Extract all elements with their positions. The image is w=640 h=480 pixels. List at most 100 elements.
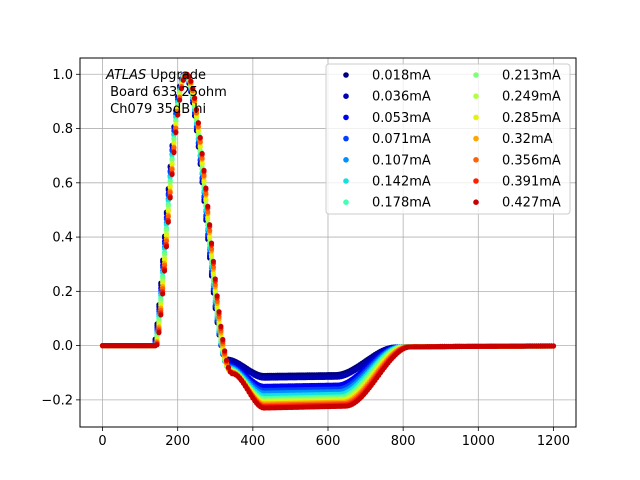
data-point bbox=[163, 233, 170, 239]
x-tick-label: 800 bbox=[391, 434, 416, 449]
data-point bbox=[550, 343, 557, 349]
data-point bbox=[197, 134, 203, 141]
data-point bbox=[223, 357, 230, 363]
data-point bbox=[178, 85, 185, 92]
x-tick-label: 1200 bbox=[537, 434, 570, 449]
data-point bbox=[188, 78, 194, 84]
data-point bbox=[222, 348, 228, 354]
data-point bbox=[212, 276, 218, 282]
legend-label: 0.142mA bbox=[372, 175, 431, 190]
legend: 0.018mA 0.036mA 0.053mA 0.071mA 0.107mA 0.142… bbox=[325, 63, 571, 215]
axis-ticks: 0 200 400 600 800 1000 1200 −0.2 0.0 0.2 0.4 0.6 0.8… bbox=[41, 68, 570, 449]
data-point bbox=[169, 171, 175, 178]
legend-marker bbox=[343, 199, 349, 205]
data-point bbox=[169, 166, 175, 173]
y-tick-label: 0.0 bbox=[52, 339, 73, 354]
data-point bbox=[201, 167, 207, 173]
data-point bbox=[203, 185, 209, 191]
data-point bbox=[167, 179, 173, 185]
data-point bbox=[173, 129, 179, 136]
data-point bbox=[161, 268, 168, 274]
data-point bbox=[163, 238, 170, 244]
legend-label: 0.036mA bbox=[372, 90, 431, 105]
data-point bbox=[167, 184, 173, 190]
data-point bbox=[165, 203, 171, 209]
legend-marker bbox=[473, 199, 479, 205]
legend-marker bbox=[473, 135, 479, 142]
data-point bbox=[214, 293, 220, 299]
data-point bbox=[210, 264, 216, 270]
y-tick-label: 0.2 bbox=[52, 285, 73, 300]
legend-marker bbox=[343, 93, 349, 99]
data-point bbox=[225, 364, 232, 370]
data-point bbox=[205, 209, 211, 215]
data-point bbox=[216, 309, 222, 315]
data-point bbox=[201, 172, 207, 178]
legend-label: 0.053mA bbox=[372, 111, 431, 126]
x-tick-label: 1000 bbox=[462, 434, 495, 449]
data-point bbox=[208, 240, 215, 246]
legend-marker bbox=[343, 157, 349, 163]
legend-marker bbox=[473, 157, 479, 163]
data-point bbox=[190, 85, 196, 92]
data-point bbox=[160, 291, 166, 297]
legend-label: 0.071mA bbox=[372, 132, 431, 147]
data-point bbox=[167, 195, 173, 201]
data-point bbox=[199, 150, 205, 157]
y-tick-label: 1.0 bbox=[52, 68, 73, 83]
legend-box bbox=[325, 63, 571, 215]
legend-label: 0.427mA bbox=[502, 196, 561, 211]
data-point bbox=[220, 336, 226, 343]
annotation-upgrade: Upgrade bbox=[146, 68, 206, 83]
data-point bbox=[203, 196, 209, 202]
legend-marker bbox=[473, 114, 479, 121]
data-point bbox=[171, 149, 177, 156]
data-point bbox=[175, 112, 181, 118]
legend-marker bbox=[343, 72, 349, 78]
legend-label: 0.178mA bbox=[372, 196, 431, 211]
annotation-atlas: ATLAS bbox=[105, 68, 146, 83]
legend-marker bbox=[343, 114, 349, 121]
data-point bbox=[208, 246, 215, 252]
data-points bbox=[99, 71, 557, 411]
data-point bbox=[165, 208, 171, 214]
y-tick-label: −0.2 bbox=[41, 393, 73, 408]
data-point bbox=[193, 106, 200, 113]
data-point bbox=[158, 312, 164, 318]
legend-label: 0.32mA bbox=[502, 132, 553, 147]
legend-label: 0.356mA bbox=[502, 153, 561, 168]
data-point bbox=[207, 233, 213, 239]
data-point bbox=[210, 258, 216, 264]
annotation-line-3: Ch079 35dB hi bbox=[106, 102, 206, 117]
data-point bbox=[186, 73, 192, 79]
legend-marker bbox=[343, 178, 349, 184]
data-point bbox=[192, 95, 198, 101]
data-point bbox=[218, 323, 224, 329]
data-point bbox=[205, 214, 211, 221]
x-tick-label: 200 bbox=[165, 434, 190, 449]
annotation-line-2: Board 633 25ohm bbox=[106, 85, 227, 100]
data-point bbox=[156, 330, 162, 336]
data-point bbox=[210, 270, 216, 276]
x-tick-label: 0 bbox=[98, 434, 106, 449]
legend-label: 0.213mA bbox=[502, 69, 561, 84]
data-point bbox=[208, 252, 215, 258]
legend-marker bbox=[473, 93, 479, 99]
legend-marker bbox=[473, 178, 479, 184]
data-point bbox=[207, 222, 213, 228]
data-point bbox=[207, 227, 213, 234]
data-point bbox=[167, 189, 173, 196]
data-point bbox=[203, 190, 209, 197]
y-tick-label: 0.4 bbox=[52, 231, 73, 246]
legend-label: 0.018mA bbox=[372, 69, 431, 84]
data-point bbox=[163, 244, 170, 250]
data-point bbox=[165, 214, 171, 220]
legend-label: 0.107mA bbox=[372, 153, 431, 168]
y-tick-label: 0.6 bbox=[52, 176, 73, 191]
data-point bbox=[154, 342, 160, 348]
data-point bbox=[165, 219, 171, 225]
x-tick-label: 400 bbox=[240, 434, 265, 449]
data-point bbox=[195, 120, 201, 126]
data-point bbox=[205, 203, 211, 209]
